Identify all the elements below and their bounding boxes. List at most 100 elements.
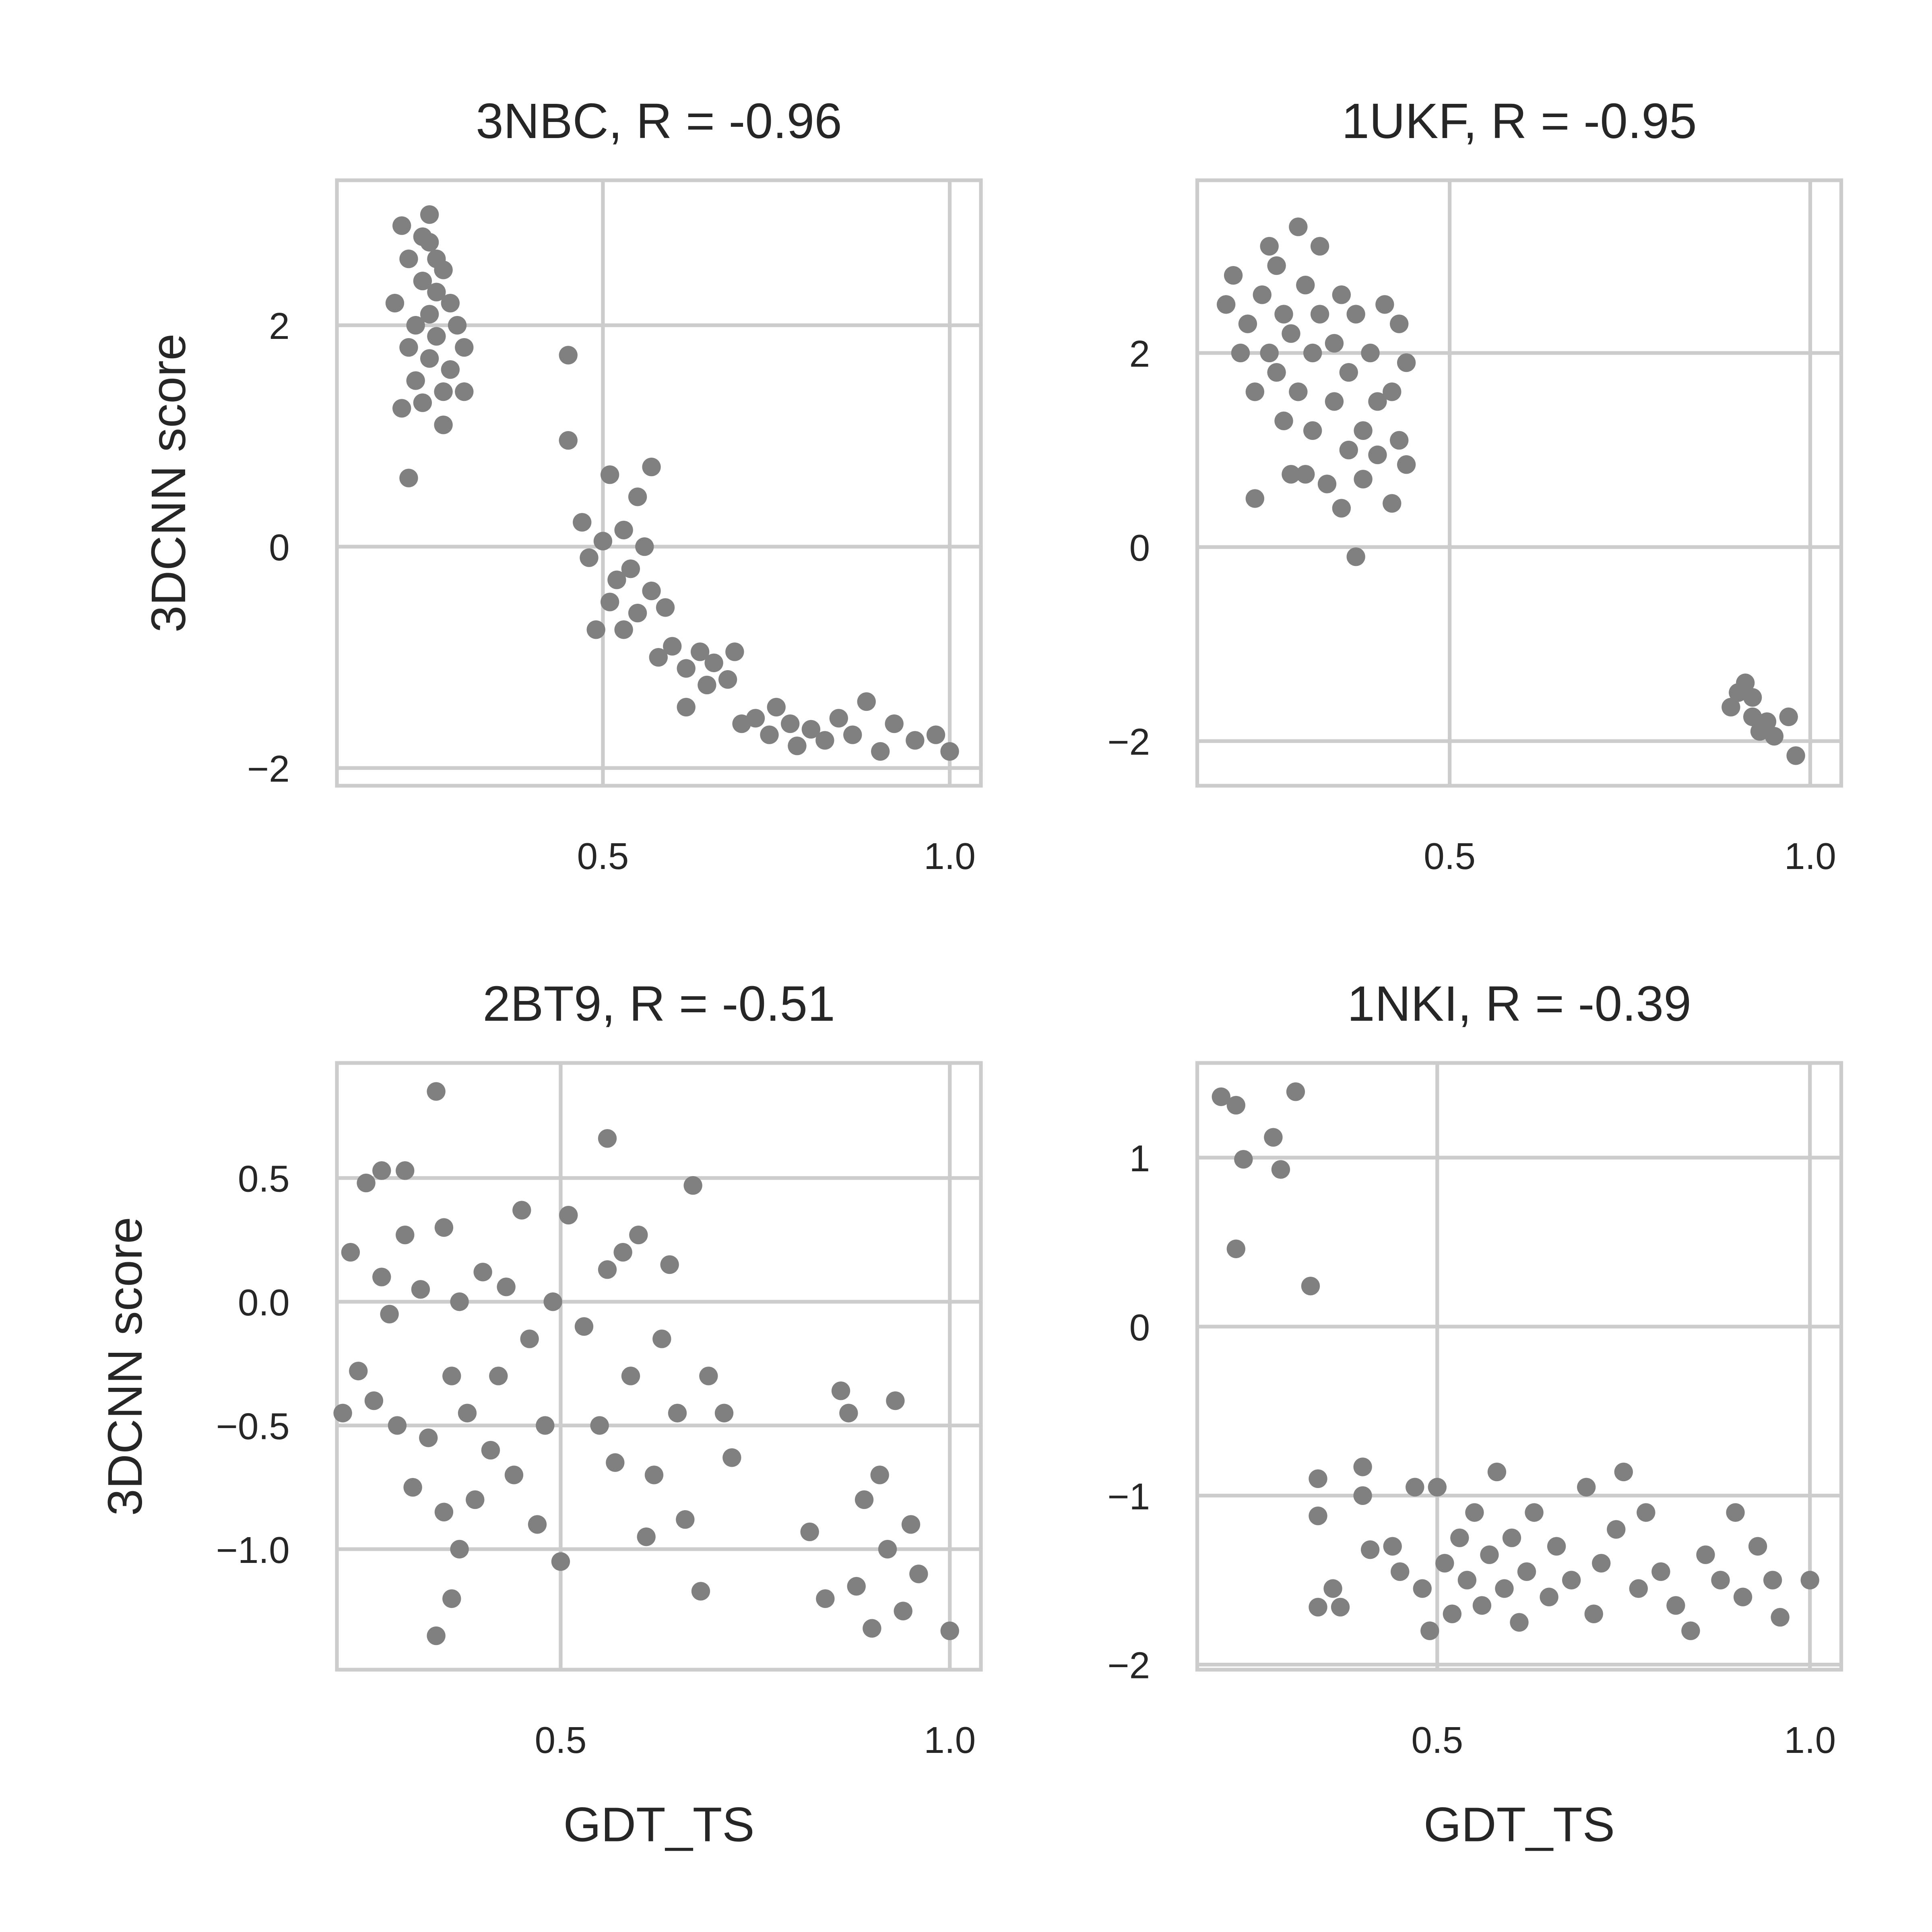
point [1390, 431, 1409, 450]
point [606, 1453, 625, 1472]
point [372, 1161, 391, 1180]
point [1733, 1587, 1752, 1606]
point [411, 1280, 430, 1299]
point [781, 714, 800, 733]
point [442, 1366, 461, 1385]
point [559, 431, 578, 450]
point [448, 316, 467, 335]
point [613, 1243, 632, 1262]
point [420, 349, 439, 368]
point [1274, 305, 1293, 324]
point [1286, 1082, 1305, 1101]
point [1354, 421, 1373, 440]
x-tick-label: 0.5 [577, 835, 629, 877]
frame [335, 178, 983, 788]
point [551, 1552, 570, 1571]
x-tick-label: 0.5 [1424, 835, 1476, 877]
point [1303, 421, 1322, 440]
point [1346, 305, 1365, 324]
point [1495, 1579, 1514, 1598]
point [894, 1602, 912, 1620]
point [1282, 465, 1300, 484]
point [520, 1329, 539, 1348]
point [1391, 1562, 1410, 1581]
point [388, 1416, 407, 1435]
point [1763, 1571, 1782, 1589]
point [419, 1428, 438, 1447]
point [800, 1522, 819, 1542]
point [1397, 455, 1416, 474]
point [1260, 343, 1279, 363]
chart-title: 1UKF, R = -0.95 [1342, 93, 1697, 149]
point [1800, 1571, 1819, 1589]
point [1289, 217, 1308, 236]
point [600, 592, 619, 611]
point [652, 1329, 671, 1348]
point [586, 620, 605, 639]
point [607, 570, 626, 589]
point [1234, 1150, 1253, 1169]
point [1296, 276, 1315, 295]
point [349, 1362, 368, 1381]
point [816, 1589, 835, 1608]
point [1748, 1537, 1767, 1556]
point [1332, 499, 1351, 518]
point [1245, 489, 1265, 508]
point [1413, 1579, 1432, 1598]
point [718, 670, 737, 689]
point [644, 1466, 664, 1484]
point [677, 659, 696, 678]
x-axis-label: GDT_TS [1424, 1798, 1615, 1852]
point [901, 1515, 921, 1534]
point [831, 1381, 850, 1400]
point [1217, 295, 1236, 314]
point [1726, 1503, 1745, 1522]
point [403, 1478, 422, 1497]
point [1260, 237, 1279, 256]
point [455, 338, 474, 357]
point [940, 1621, 959, 1640]
point [855, 1490, 874, 1509]
point [466, 1490, 485, 1509]
y-tick-label: 0 [1129, 1307, 1150, 1348]
point [1212, 1087, 1230, 1106]
point [1361, 343, 1380, 363]
point [878, 1540, 897, 1559]
point [442, 1589, 461, 1608]
point [614, 620, 633, 639]
point [1502, 1528, 1521, 1547]
point [1267, 363, 1286, 382]
point [870, 1466, 889, 1484]
x-tick-label: 0.5 [1411, 1719, 1463, 1761]
point [1614, 1462, 1633, 1482]
point [1323, 1579, 1342, 1598]
point [396, 1161, 415, 1180]
point [413, 393, 432, 412]
point [857, 692, 876, 711]
point [1264, 1128, 1283, 1147]
point [1271, 1160, 1290, 1179]
point [406, 316, 425, 335]
point [1435, 1554, 1454, 1573]
point [392, 216, 411, 235]
point [559, 1205, 578, 1225]
point [926, 725, 945, 744]
point [1346, 547, 1365, 566]
point [691, 1582, 710, 1601]
point [1339, 363, 1358, 382]
point [788, 736, 807, 755]
point [668, 1404, 687, 1422]
point [427, 1082, 446, 1101]
point [1450, 1528, 1469, 1547]
point [1525, 1503, 1544, 1522]
point [1253, 285, 1271, 304]
point [1743, 707, 1762, 727]
point [676, 1510, 695, 1529]
point [528, 1515, 547, 1534]
point [1517, 1562, 1536, 1581]
point [722, 1448, 741, 1467]
point [906, 731, 925, 750]
point [450, 1292, 469, 1311]
y-tick-label: −2 [247, 748, 290, 790]
